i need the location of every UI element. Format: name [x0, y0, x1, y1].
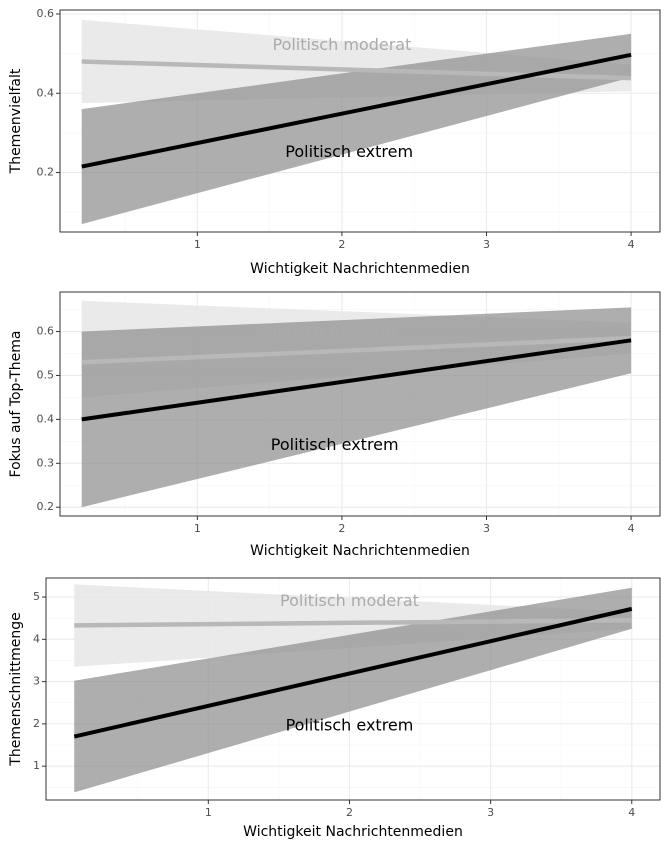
panel-border	[59, 9, 661, 233]
y-tick-label: 0.5	[37, 368, 55, 381]
x-axis-title: Wichtigkeit Nachrichtenmedien	[243, 824, 463, 840]
x-tick-label: 4	[628, 522, 635, 535]
annotation-moderat: Politisch moderat	[272, 35, 411, 54]
x-tick-label: 2	[338, 238, 345, 251]
x-tick-label: 3	[487, 806, 494, 819]
confidence-band-moderat	[74, 584, 632, 667]
series-line-moderat	[74, 618, 632, 628]
x-tick-label: 1	[205, 806, 212, 819]
panel-border	[45, 577, 661, 801]
x-axis-title: Wichtigkeit Nachrichtenmedien	[250, 261, 470, 277]
chart-panel-1: Politisch moderat Politisch extrem 1 2 3 4 0.2…	[8, 7, 661, 277]
y-tick-label: 1	[33, 759, 40, 772]
x-tick-label: 4	[628, 238, 635, 251]
annotation-extrem: Politisch extrem	[285, 142, 413, 161]
annotation-extrem: Politisch extrem	[286, 716, 414, 735]
panel-border	[59, 291, 661, 517]
x-tick-label: 1	[194, 522, 201, 535]
y-tick-label: 0.6	[37, 325, 55, 338]
y-tick-label: 4	[33, 632, 40, 645]
y-tick-label: 0.2	[37, 500, 55, 513]
x-tick-label: 4	[628, 806, 635, 819]
y-tick-label: 0.3	[37, 456, 55, 469]
x-tick-label: 2	[346, 806, 353, 819]
y-tick-label: 3	[33, 675, 40, 688]
y-axis-title: Themenvielfalt	[8, 68, 24, 174]
y-tick-label: 5	[33, 590, 40, 603]
y-axis-title: Themenschnittmenge	[8, 612, 24, 766]
y-tick-label: 2	[33, 717, 40, 730]
y-tick-label: 0.2	[37, 166, 55, 179]
series-line-moderat	[81, 335, 632, 365]
series-line-extrem	[81, 52, 632, 169]
chart-panel-2: Politisch moderat Politisch extrem 1 2 3 4 0.2…	[8, 291, 661, 559]
x-tick-label: 3	[483, 238, 490, 251]
series-line-extrem	[81, 338, 632, 422]
y-tick-label: 0.6	[37, 7, 55, 20]
y-tick-label: 0.4	[37, 86, 55, 99]
x-axis-title: Wichtigkeit Nachrichtenmedien	[250, 543, 470, 559]
y-tick-label: 0.4	[37, 412, 55, 425]
annotation-moderat: Politisch moderat	[258, 321, 397, 340]
x-tick-label: 1	[194, 238, 201, 251]
series-line-extrem	[73, 606, 633, 739]
x-tick-label: 2	[338, 522, 345, 535]
annotation-extrem: Politisch extrem	[271, 435, 399, 454]
x-tick-label: 3	[483, 522, 490, 535]
y-axis-title: Fokus auf Top-Thema	[8, 331, 24, 478]
annotation-moderat: Politisch moderat	[280, 591, 419, 610]
chart-panel-3: Politisch moderat Politisch extrem 1 2 3 4 1 2 3…	[8, 577, 661, 840]
